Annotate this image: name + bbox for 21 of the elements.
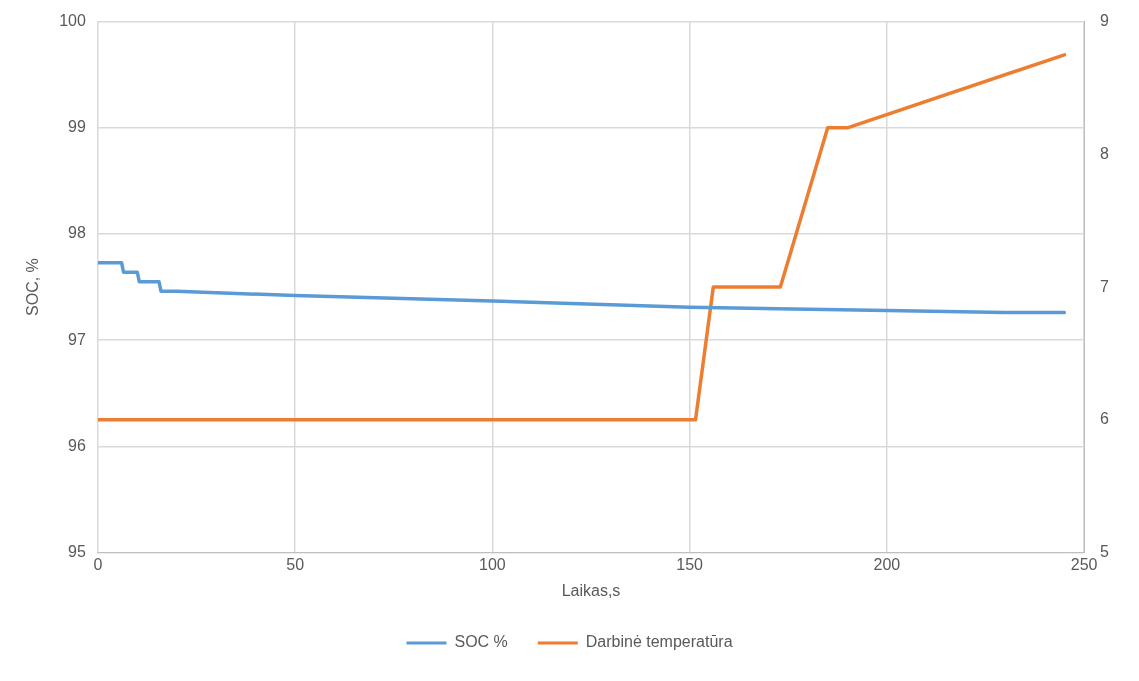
y-tick-label: 100 <box>59 12 86 30</box>
x-tick-label: 100 <box>479 555 506 573</box>
y-tick-label: 95 <box>68 543 86 561</box>
x-tick-label: 150 <box>676 555 704 573</box>
y2-tick-label: 8 <box>1100 144 1110 162</box>
x-tick-label: 50 <box>286 555 305 573</box>
x-axis-title: Laikas,s <box>561 581 621 599</box>
y2-tick-label: 6 <box>1100 410 1110 428</box>
y-tick-label: 96 <box>68 436 86 454</box>
y-tick-label: 98 <box>68 224 86 242</box>
y-axis-title: SOC, % <box>24 258 42 316</box>
y2-tick-label: 9 <box>1100 12 1110 30</box>
y-tick-label: 97 <box>68 330 86 348</box>
y2-tick-label: 5 <box>1100 543 1110 561</box>
legend-label: Darbinė temperatūra <box>585 633 733 651</box>
x-tick-label: 0 <box>93 555 103 573</box>
y2-tick-label: 7 <box>1100 277 1110 295</box>
y-tick-label: 99 <box>68 118 86 136</box>
x-tick-label: 200 <box>873 555 901 573</box>
legend-label: SOC % <box>454 633 508 651</box>
x-tick-label: 250 <box>1070 555 1098 573</box>
